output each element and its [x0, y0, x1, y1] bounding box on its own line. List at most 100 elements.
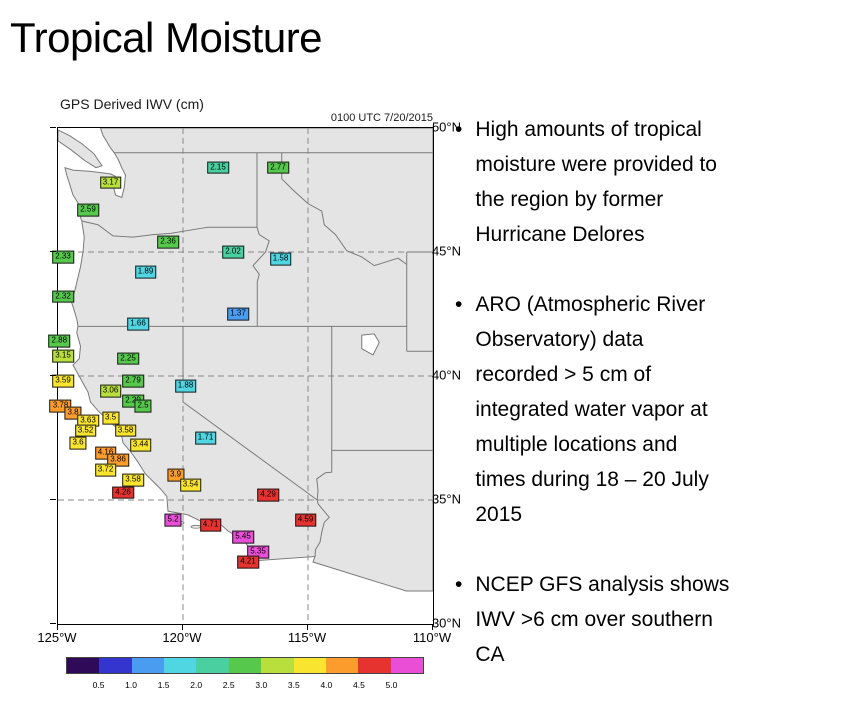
colorbar-tick-label: 3.0 — [255, 680, 268, 690]
station-iwv-label: 2.59 — [77, 203, 99, 217]
bullet-line: recorded > 5 cm of — [475, 363, 652, 386]
station-iwv-label: 3.9 — [166, 468, 185, 482]
state-borders — [78, 152, 433, 557]
station-iwv-label: 1.89 — [134, 265, 157, 279]
bullet-line: High amounts of tropical — [475, 118, 702, 141]
station-iwv-label: 3.72 — [94, 463, 117, 477]
station-iwv-label: 3.06 — [99, 384, 122, 398]
x-axis-label: 125°W — [37, 630, 77, 645]
station-iwv-label: 1.88 — [174, 379, 197, 393]
map-timestamp: 0100 UTC 7/20/2015 — [330, 112, 433, 124]
station-iwv-label: 5.45 — [232, 530, 254, 544]
station-iwv-label: 4.71 — [199, 518, 222, 532]
bullet-line: multiple locations and — [475, 433, 678, 456]
page-title: Tropical Moisture — [10, 14, 323, 61]
station-iwv-label: 1.66 — [127, 317, 149, 331]
x-axis-label: 110°W — [412, 630, 452, 645]
bullet-text: ARO (Atmospheric River Observatory) data r… — [475, 287, 708, 532]
y-axis-label: 45°N — [431, 243, 461, 259]
x-tick-mark — [432, 624, 433, 630]
station-iwv-label: 4.59 — [294, 513, 317, 527]
bullet-marker: • — [455, 118, 463, 141]
colorbar-segment — [261, 658, 294, 673]
station-iwv-label: 2.25 — [117, 352, 139, 366]
station-iwv-label: 5.2 — [164, 513, 182, 527]
station-iwv-label: 4.21 — [237, 555, 259, 569]
y-tick-mark — [50, 375, 56, 376]
great-salt-lake — [361, 333, 380, 356]
bullet-list: • High amounts of tropical moisture were p… — [455, 112, 835, 707]
bullet-line: times during 18 – 20 July — [475, 468, 709, 491]
station-iwv-label: 3.52 — [74, 424, 97, 437]
colorbar-segment — [228, 658, 262, 673]
bullet-item: • NCEP GFS analysis shows IWV >6 cm over s… — [455, 567, 835, 672]
bullet-item: • High amounts of tropical moisture were p… — [455, 112, 835, 252]
colorbar-segment — [164, 658, 197, 673]
colorbar — [66, 657, 424, 674]
bullet-line: Observatory) data — [475, 328, 644, 351]
station-iwv-label: 2.15 — [207, 161, 229, 175]
colorbar-segment — [325, 658, 359, 673]
bullet-line: IWV >6 cm over southern — [475, 608, 713, 631]
station-iwv-label: 1.58 — [269, 253, 292, 266]
y-tick-mark — [50, 623, 56, 624]
station-iwv-label: 3.59 — [52, 374, 74, 388]
bullet-line: ARO (Atmospheric River — [475, 293, 706, 316]
station-iwv-label: 3.58 — [122, 473, 144, 487]
station-iwv-label: 2.88 — [48, 334, 71, 348]
bullet-item: • ARO (Atmospheric River Observatory) data… — [455, 287, 835, 532]
station-iwv-label: 2.36 — [157, 235, 179, 249]
station-iwv-label: 2.02 — [222, 245, 244, 259]
bullet-marker: • — [455, 293, 463, 316]
x-tick-mark — [57, 624, 58, 630]
colorbar-segment — [358, 658, 391, 673]
bullet-line: integrated water vapor at — [475, 398, 708, 421]
y-axis-label: 30°N — [431, 615, 461, 631]
station-iwv-label: 1.71 — [194, 431, 217, 445]
station-iwv-label: 1.37 — [227, 307, 249, 321]
colorbar-tick-label: 5.0 — [385, 680, 398, 690]
station-iwv-label: 2.32 — [52, 290, 74, 304]
bullet-text: High amounts of tropical moisture were pr… — [475, 112, 717, 252]
map-svg — [58, 128, 433, 624]
x-tick-mark — [307, 624, 308, 630]
bullet-line: 2015 — [475, 503, 523, 526]
vancouver-island — [58, 129, 103, 169]
bullet-line: moisture were provided to — [475, 153, 717, 176]
station-iwv-label: 3.44 — [129, 439, 152, 452]
colorbar-tick-label: 3.5 — [287, 680, 300, 690]
y-axis-label: 35°N — [431, 491, 461, 507]
x-axis-label: 115°W — [287, 630, 327, 645]
y-tick-mark — [50, 127, 56, 128]
station-iwv-label: 3.6 — [69, 436, 87, 450]
colorbar-tick-label: 1.0 — [125, 680, 137, 690]
x-axis-label: 120°W — [162, 630, 202, 645]
colorbar-labels: 0.5 1.0 1.5 2.0 2.5 3.0 3.5 4.0 4.5 5.0 — [66, 680, 424, 692]
colorbar-tick-label: 0.5 — [92, 680, 105, 690]
colorbar-segment — [99, 658, 132, 673]
colorbar-segment — [293, 658, 326, 673]
station-iwv-label: 4.29 — [257, 488, 279, 502]
bullet-line: CA — [475, 643, 505, 666]
colorbar-segment — [390, 658, 423, 673]
station-layer: 2.15 2.77 3.17 2.59 2.36 2.02 2.33 1.58 1.89 2.32… — [48, 128, 433, 624]
station-iwv-label: 2.5 — [134, 399, 152, 413]
bullet-line: NCEP GFS analysis shows — [475, 573, 730, 596]
station-iwv-label: 3.15 — [52, 349, 74, 363]
station-iwv-label: 3.58 — [114, 424, 137, 437]
bullet-text: NCEP GFS analysis shows IWV >6 cm over so… — [475, 567, 729, 672]
y-tick-mark — [50, 251, 56, 252]
y-tick-mark — [50, 499, 56, 500]
map-frame: 2.15 2.77 3.17 2.59 2.36 2.02 2.33 1.58 1.89 2.32… — [48, 127, 434, 625]
colorbar-tick-label: 2.5 — [222, 680, 235, 690]
colorbar-segment — [67, 658, 100, 673]
x-tick-mark — [182, 624, 183, 630]
bullet-line: the region by former — [475, 188, 664, 211]
station-iwv-label: 2.79 — [122, 374, 144, 388]
colorbar-tick-label: 1.5 — [157, 680, 170, 690]
colorbar-tick-label: 4.5 — [352, 680, 365, 690]
map-title: GPS Derived IWV (cm) — [60, 96, 204, 112]
colorbar-segment — [196, 658, 229, 673]
station-iwv-label: 2.77 — [267, 161, 289, 175]
